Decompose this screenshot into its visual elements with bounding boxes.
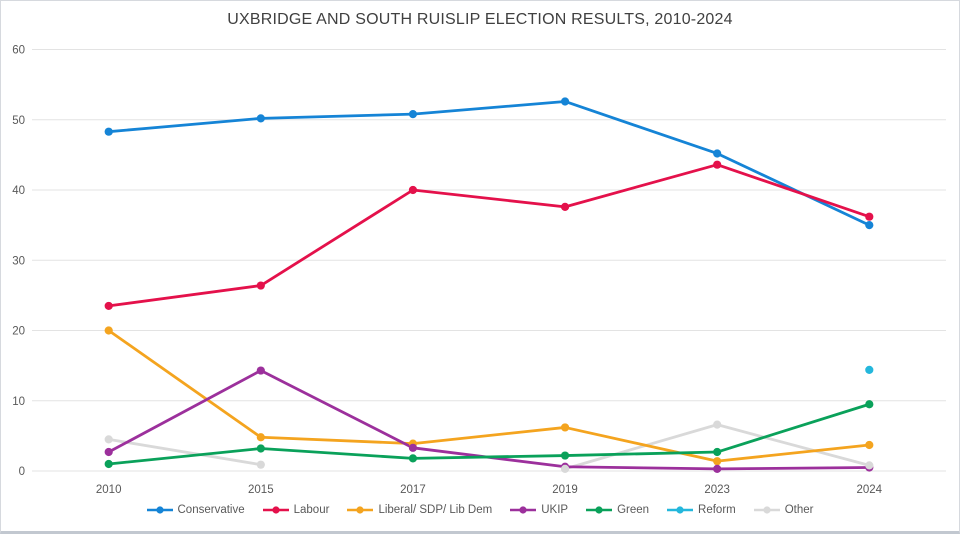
data-point	[560, 423, 570, 432]
data-point	[865, 221, 874, 230]
data-point	[408, 454, 418, 463]
data-point	[713, 457, 722, 466]
series-line-other	[107, 423, 871, 471]
y-tick-label: 60	[12, 45, 25, 57]
data-point	[104, 301, 113, 311]
series-markers-conservative	[104, 97, 874, 230]
data-point	[256, 433, 265, 442]
data-point	[104, 447, 113, 457]
series-markers-other	[104, 420, 874, 473]
legend-label: Conservative	[177, 504, 245, 516]
data-point	[256, 444, 265, 453]
legend-label: Green	[617, 504, 650, 516]
series-line-liberal-sdp-lib-dem	[107, 329, 871, 463]
legend-item-reform: Reform	[667, 504, 736, 516]
legend-line-marker-icon	[262, 506, 289, 514]
data-point	[713, 464, 722, 473]
data-point	[256, 460, 265, 469]
legend-line-marker-icon	[146, 506, 173, 514]
y-tick-label: 40	[12, 185, 25, 197]
legend-item-conservative: Conservative	[146, 504, 245, 516]
data-point	[865, 400, 874, 409]
data-point	[560, 97, 570, 106]
data-point	[104, 435, 113, 444]
gridlines	[32, 49, 946, 472]
data-point	[865, 440, 874, 450]
legend-label: Liberal/ SDP/ Lib Dem	[378, 504, 493, 516]
x-tick-label: 2017	[400, 484, 426, 496]
legend-line-marker-icon	[586, 506, 613, 514]
y-tick-label: 0	[19, 466, 25, 478]
data-point	[865, 365, 874, 374]
y-tick-label: 30	[12, 255, 25, 267]
x-axis-tick-labels: 2010 2015 2017 2019 2023 2024	[96, 484, 883, 496]
legend-line-marker-icon	[753, 506, 780, 514]
legend-label: UKIP	[541, 504, 569, 516]
data-point	[104, 326, 113, 335]
y-axis-tick-labels: 0 10 20 30 40 50 60	[12, 45, 25, 479]
legend-line-marker-icon	[347, 506, 374, 514]
data-point	[408, 185, 418, 195]
legend-item-green: Green	[586, 504, 649, 516]
y-tick-label: 50	[12, 115, 25, 127]
x-tick-label: 2023	[704, 484, 730, 496]
series-markers-green	[104, 400, 874, 469]
data-point	[713, 420, 722, 429]
chart-legend: Conservative Labour Liberal/ SDP/ Lib Dem U…	[1, 504, 959, 516]
legend-item-other: Other	[753, 504, 814, 516]
data-point	[713, 149, 722, 158]
series-markers-reform	[865, 365, 874, 374]
series-markers-liberal-sdp-lib-dem	[104, 326, 874, 466]
series-line-green	[107, 402, 871, 466]
data-point	[256, 281, 265, 290]
series-markers-labour	[104, 160, 874, 311]
legend-label: Labour	[293, 504, 330, 516]
legend-item-labour: Labour	[262, 504, 330, 516]
data-point	[865, 212, 874, 221]
data-point	[713, 160, 722, 169]
legend-label: Other	[784, 504, 814, 516]
legend-label: Reform	[698, 504, 736, 516]
y-tick-label: 10	[12, 396, 25, 408]
data-point	[713, 447, 722, 457]
data-point	[408, 443, 418, 452]
series-line-ukip	[107, 369, 871, 471]
data-point	[256, 366, 265, 375]
legend-line-marker-icon	[510, 506, 537, 514]
x-tick-label: 2010	[96, 484, 122, 496]
chart-title: UXBRIDGE AND SOUTH RUISLIP ELECTION RESU…	[227, 11, 733, 28]
data-point	[560, 451, 570, 460]
data-point	[408, 110, 418, 119]
x-tick-label: 2019	[552, 484, 578, 496]
x-tick-label: 2024	[857, 484, 883, 496]
x-tick-label: 2015	[248, 484, 274, 496]
data-point	[104, 127, 113, 136]
data-point	[560, 202, 570, 211]
legend-line-marker-icon	[667, 506, 694, 514]
data-point	[865, 461, 874, 470]
series-line-conservative	[107, 100, 871, 227]
data-point	[104, 459, 113, 469]
series-line-labour	[107, 163, 871, 308]
data-point	[256, 114, 265, 123]
y-tick-label: 20	[12, 326, 25, 338]
legend-item-liberal-sdp-lib-dem: Liberal/ SDP/ Lib Dem	[347, 504, 492, 516]
legend-item-ukip: UKIP	[510, 504, 568, 516]
data-point	[560, 464, 570, 473]
